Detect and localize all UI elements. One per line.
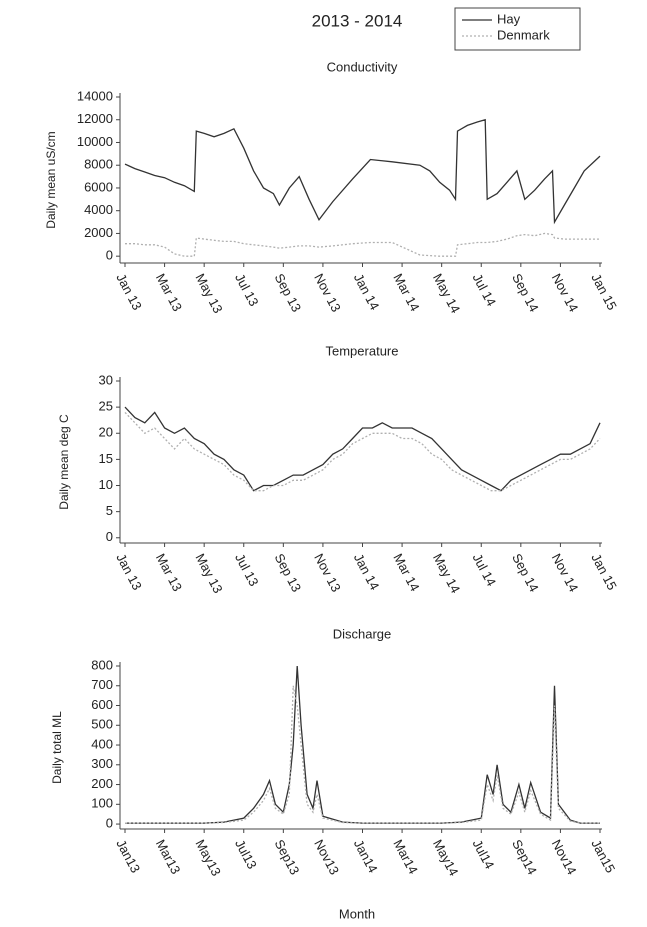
x-tick-label: May14 (430, 837, 462, 879)
y-axis-label: Daily mean deg C (57, 414, 71, 510)
y-tick-label: 15 (99, 451, 113, 466)
x-tick-label: Sep 13 (272, 271, 305, 314)
x-tick-label: Jul13 (232, 837, 260, 871)
x-tick-label: Mar13 (153, 837, 184, 877)
series-line (125, 232, 600, 257)
y-tick-label: 5 (106, 503, 113, 518)
x-tick-label: Nov 13 (311, 551, 344, 594)
y-tick-label: 10000 (77, 134, 113, 149)
y-tick-label: 0 (106, 815, 113, 830)
chart-subtitle: Temperature (326, 343, 399, 358)
x-tick-label: Sep 14 (509, 271, 542, 314)
y-tick-label: 0 (106, 248, 113, 263)
y-tick-label: 12000 (77, 111, 113, 126)
x-tick-label: Jan 13 (113, 551, 145, 593)
chart-subtitle: Discharge (333, 626, 392, 641)
legend-label: Denmark (497, 27, 550, 42)
y-tick-label: 800 (91, 657, 113, 672)
x-tick-label: Sep 13 (272, 551, 305, 594)
y-axis-label: Daily total ML (50, 711, 64, 784)
y-tick-label: 300 (91, 756, 113, 771)
y-tick-label: 2000 (84, 225, 113, 240)
x-tick-label: Nov 14 (549, 271, 582, 314)
y-tick-label: 25 (99, 399, 113, 414)
x-tick-label: Jan14 (351, 837, 381, 875)
series-line (124, 406, 601, 492)
x-tick-label: Jan 15 (588, 551, 620, 593)
series-line (125, 685, 600, 824)
x-tick-label: Nov 13 (311, 271, 344, 314)
y-tick-label: 600 (91, 697, 113, 712)
x-tick-label: Jul14 (470, 837, 498, 871)
series-line (124, 411, 601, 492)
y-tick-label: 14000 (77, 88, 113, 103)
x-tick-label: Sep14 (509, 837, 540, 877)
x-tick-label: Jul 13 (232, 271, 262, 309)
series-line (124, 118, 601, 225)
y-tick-label: 200 (91, 776, 113, 791)
x-tick-label: Mar 14 (390, 271, 422, 314)
x-tick-label: Mar 14 (390, 551, 422, 594)
y-tick-label: 0 (106, 529, 113, 544)
y-tick-label: 700 (91, 677, 113, 692)
y-tick-label: 20 (99, 425, 113, 440)
y-tick-label: 4000 (84, 202, 113, 217)
series-line (125, 665, 600, 824)
x-tick-label: Jan 15 (588, 271, 620, 313)
y-tick-label: 30 (99, 372, 113, 387)
x-tick-label: May 14 (430, 551, 463, 596)
legend-label: Hay (497, 11, 521, 26)
x-tick-label: Jan13 (113, 837, 143, 875)
x-tick-label: Nov14 (549, 837, 580, 877)
y-tick-label: 10 (99, 477, 113, 492)
x-tick-label: May 13 (192, 271, 225, 316)
figure-title: 2013 - 2014 (312, 11, 403, 30)
x-tick-label: Jul 14 (470, 271, 500, 309)
y-tick-label: 8000 (84, 157, 113, 172)
x-axis-label: Month (339, 906, 375, 921)
y-tick-label: 400 (91, 736, 113, 751)
legend-box (454, 7, 581, 51)
x-tick-label: Jan 14 (351, 271, 383, 313)
x-tick-label: Nov 14 (549, 551, 582, 594)
x-tick-label: Sep 14 (509, 551, 542, 594)
y-tick-label: 500 (91, 717, 113, 732)
x-tick-label: Jan 14 (351, 551, 383, 593)
x-tick-label: Jul 13 (232, 551, 262, 589)
x-tick-label: Sep13 (272, 837, 303, 877)
x-tick-label: Nov13 (311, 837, 342, 877)
y-axis-label: Daily mean uS/cm (44, 131, 58, 228)
x-tick-label: Jan 13 (113, 271, 145, 313)
x-tick-label: Jul 14 (470, 551, 500, 589)
y-tick-label: 6000 (84, 179, 113, 194)
y-tick-label: 100 (91, 796, 113, 811)
chart-subtitle: Conductivity (327, 59, 398, 74)
x-tick-label: May 14 (430, 271, 463, 316)
x-tick-label: Mar 13 (153, 271, 185, 314)
x-tick-label: Jan15 (588, 837, 618, 875)
x-tick-label: May13 (192, 837, 224, 879)
x-tick-label: May 13 (192, 551, 225, 596)
x-tick-label: Mar 13 (153, 551, 185, 594)
x-tick-label: Mar14 (390, 837, 421, 877)
